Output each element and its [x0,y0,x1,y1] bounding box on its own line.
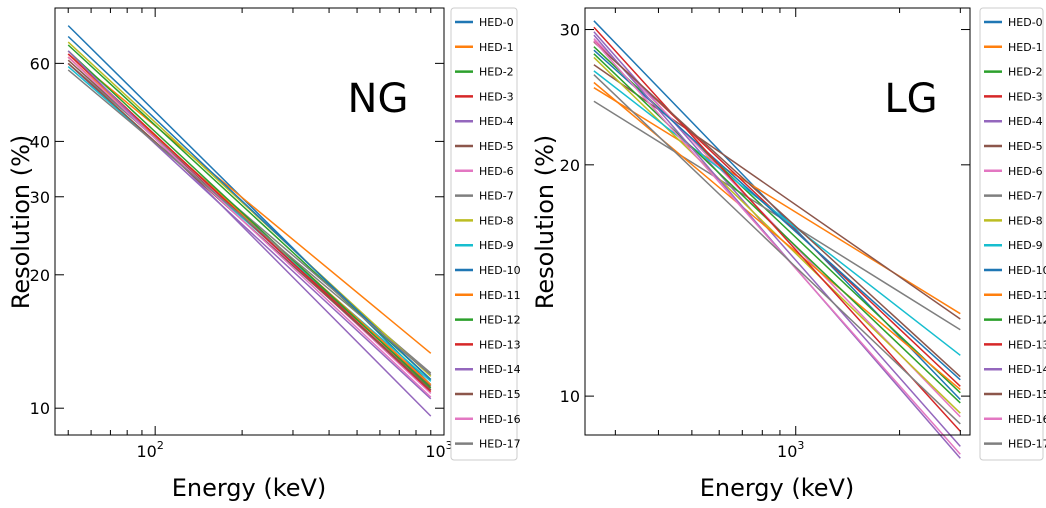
y-tick-label: 30 [30,188,50,207]
legend-entry-hed-11: HED-11 [479,289,521,302]
legend-entry-hed-2: HED-2 [1008,66,1043,79]
series-line-hed-5 [593,64,961,320]
legend-entry-hed-7: HED-7 [479,190,514,203]
series-line-hed-11 [593,81,961,391]
series-line-hed-10 [67,35,432,381]
legend-entry-hed-3: HED-3 [479,90,514,103]
y-tick-label: 30 [560,21,580,40]
x-ticks: 103 [614,8,961,461]
series-line-hed-12 [67,50,432,389]
legend-entry-hed-4: HED-4 [1008,115,1043,128]
legend-entry-hed-6: HED-6 [479,165,514,178]
y-axis-label: Resolution (%) [531,135,559,310]
series-line-hed-8 [67,41,432,377]
series-line-hed-15 [593,41,961,378]
x-tick-label: 103 [425,439,452,461]
legend-entry-hed-2: HED-2 [479,66,514,79]
x-axis-label: Energy (keV) [700,474,855,502]
legend-entry-hed-10: HED-10 [1008,264,1046,277]
y-tick-label: 10 [30,399,50,418]
legend-entry-hed-8: HED-8 [479,214,514,227]
legend-entry-hed-13: HED-13 [1008,338,1046,351]
series-line-hed-17 [593,74,961,425]
legend-entry-hed-3: HED-3 [1008,90,1043,103]
legend-entry-hed-10: HED-10 [479,264,521,277]
legend-entry-hed-9: HED-9 [479,239,514,252]
legend-entry-hed-17: HED-17 [1008,438,1046,451]
legend-entry-hed-16: HED-16 [479,413,521,426]
series-line-hed-13 [593,26,961,432]
chart-lg: 103 10 20 30 LG Energy (keV) Resolution (%… [531,7,1046,502]
y-ticks: 10 20 30 [560,21,970,406]
legend-entry-hed-14: HED-14 [1008,363,1046,376]
legend-entry-hed-1: HED-1 [1008,41,1043,54]
chart-ng: 102 103 10 20 30 40 60 NG Energy (keV) Resolu… [7,7,521,502]
series-line-hed-14 [67,50,432,417]
legend-entry-hed-5: HED-5 [479,140,514,153]
series-line-hed-16 [67,56,432,398]
y-tick-label: 40 [30,132,50,151]
legend-entry-hed-12: HED-12 [1008,314,1046,327]
x-ticks: 102 103 [67,8,453,461]
legend-entry-hed-5: HED-5 [1008,140,1043,153]
plot-area [67,25,432,417]
y-tick-label: 20 [30,266,50,285]
legend-entry-hed-0: HED-0 [479,16,514,29]
x-axis-label: Energy (keV) [172,474,327,502]
legend-entry-hed-12: HED-12 [479,314,521,327]
legend-entry-hed-6: HED-6 [1008,165,1043,178]
plot-frame [54,7,445,436]
y-ticks: 10 20 30 40 60 [30,54,444,418]
legend-entry-hed-1: HED-1 [479,41,514,54]
y-tick-label: 60 [30,54,50,73]
plot-area [593,20,961,459]
y-tick-label: 20 [560,156,580,175]
legend-entry-hed-16: HED-16 [1008,413,1046,426]
legend-entry-hed-4: HED-4 [479,115,514,128]
legend: HED-0 HED-1 HED-2 HED-3 HED-4 HED-5 HED-6 HED-7… [979,7,1046,461]
series-line-hed-9 [593,70,961,356]
y-axis-label: Resolution (%) [7,135,35,310]
panel-label: NG [348,76,409,122]
legend: HED-0 HED-1 HED-2 HED-3 HED-4 HED-5 HED-6 HED-7… [450,7,521,461]
legend-entry-hed-7: HED-7 [1008,190,1043,203]
panel-label: LG [884,76,937,122]
legend-entry-hed-14: HED-14 [479,363,521,376]
legend-entry-hed-15: HED-15 [479,388,521,401]
series-line-hed-1 [67,53,432,354]
legend-entry-hed-17: HED-17 [479,438,521,451]
series-line-hed-17 [67,69,432,376]
plot-frame [584,7,971,436]
series-line-hed-9 [67,66,432,382]
legend-entry-hed-15: HED-15 [1008,388,1046,401]
legend-entry-hed-13: HED-13 [479,338,521,351]
x-tick-label: 103 [777,439,804,461]
legend-entry-hed-8: HED-8 [1008,214,1043,227]
legend-entry-hed-0: HED-0 [1008,16,1043,29]
legend-entry-hed-11: HED-11 [1008,289,1046,302]
x-tick-label: 102 [136,439,163,461]
legend-entry-hed-9: HED-9 [1008,239,1043,252]
series-line-hed-16 [593,40,961,455]
y-tick-label: 10 [560,387,580,406]
